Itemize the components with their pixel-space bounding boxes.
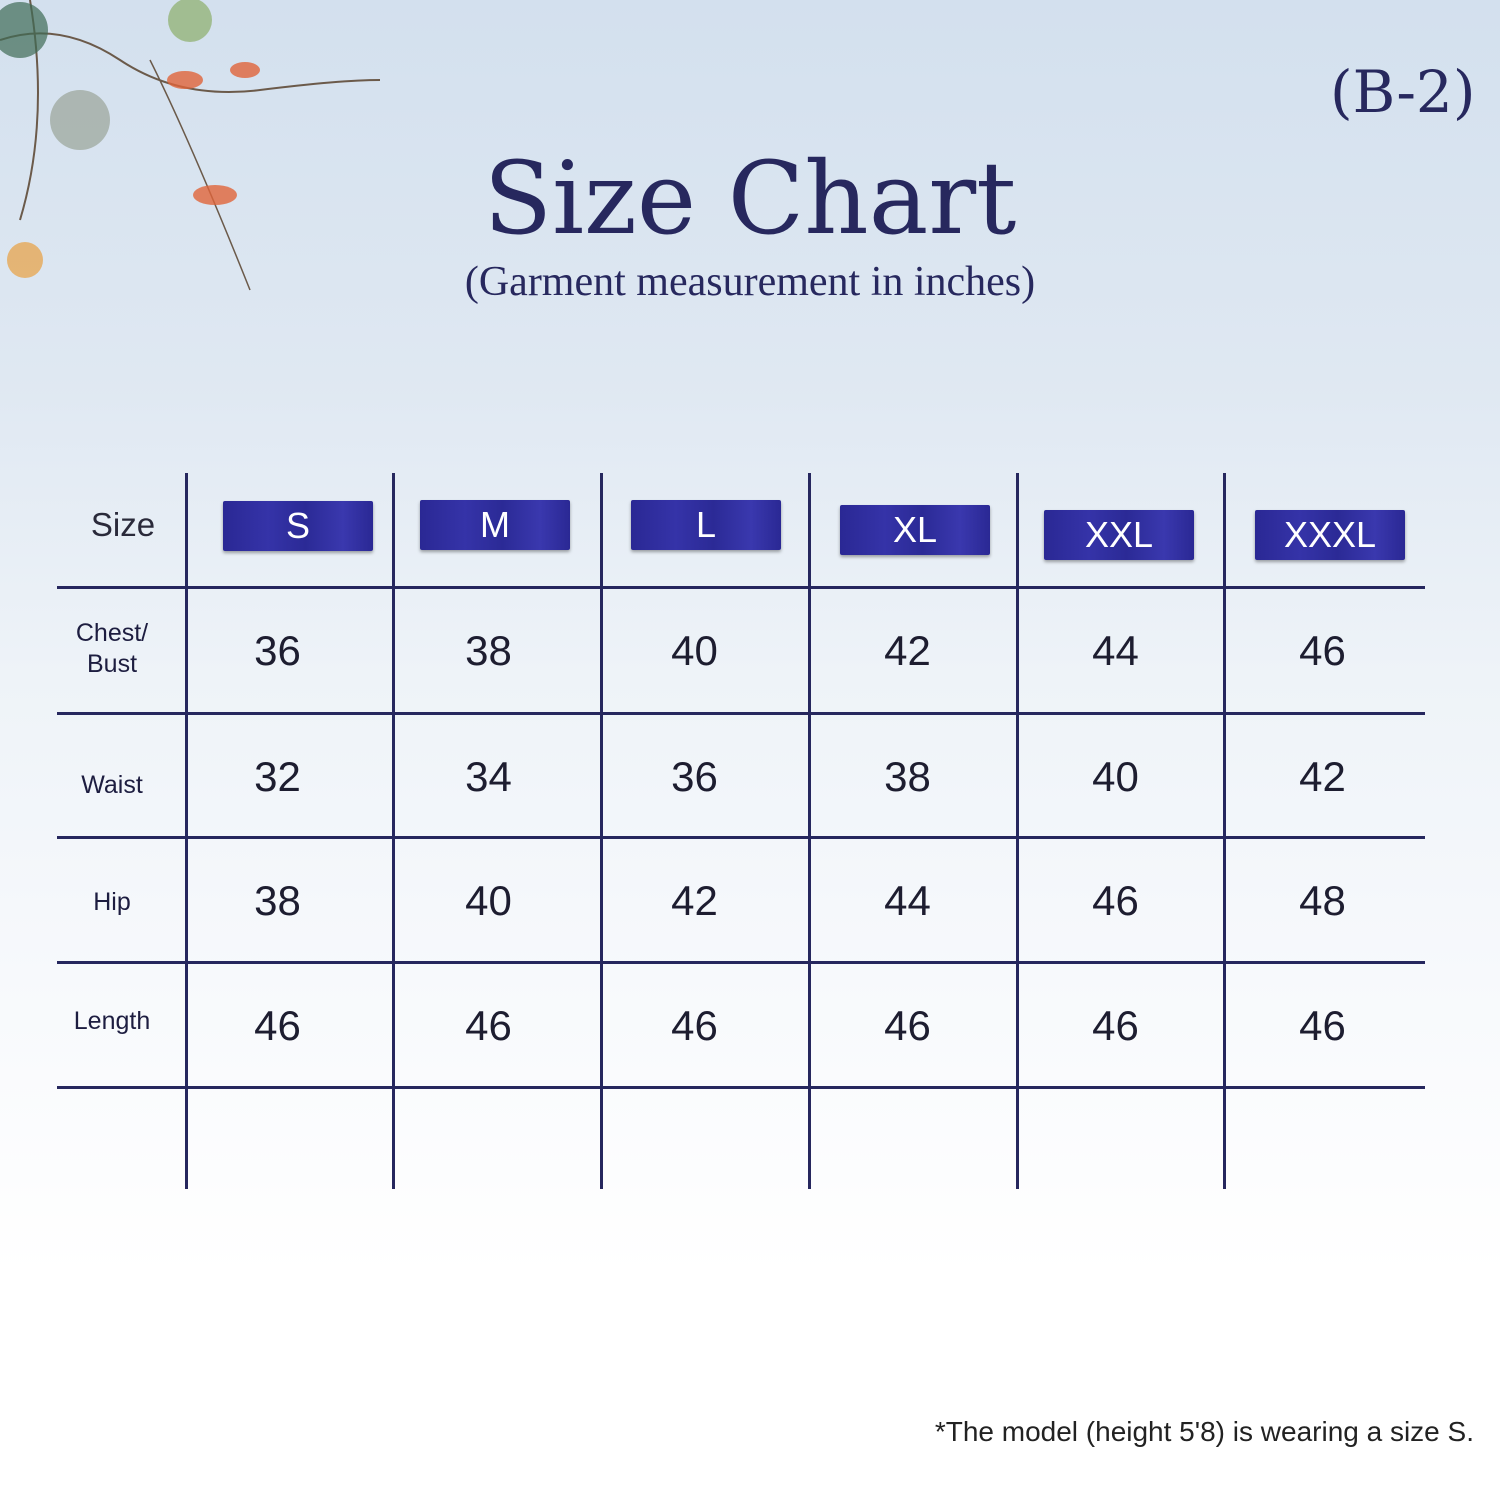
table-cell: 46	[1299, 1002, 1346, 1049]
table-row-divider	[57, 961, 1425, 964]
table-column-divider	[600, 473, 603, 1189]
table-cell: 40	[1092, 753, 1139, 800]
table-cell: 46	[1092, 877, 1139, 924]
size-badge-m: M	[420, 500, 570, 550]
size-badge-xl: XL	[840, 505, 990, 555]
table-cell: 46	[465, 1002, 512, 1049]
table-column-divider	[1016, 473, 1019, 1189]
model-note: *The model (height 5'8) is wearing a siz…	[934, 1416, 1474, 1447]
table-cell: 36	[254, 627, 301, 674]
row-label: Chest/ Bust	[75, 619, 149, 678]
table-column-divider	[185, 473, 188, 1189]
table-row-divider	[57, 712, 1425, 715]
table-cell: 46	[884, 1002, 931, 1049]
product-code: (B-2)	[1330, 58, 1476, 126]
table-cell: 32	[254, 753, 301, 800]
table-cell: 42	[1299, 753, 1346, 800]
size-badge-s: S	[223, 501, 373, 551]
table-cell: 40	[465, 877, 512, 924]
table-cell: 36	[671, 753, 718, 800]
table-row-divider	[57, 836, 1425, 839]
table-column-divider	[1223, 473, 1226, 1189]
size-badge-xxl: XXL	[1044, 510, 1194, 560]
table-cell: 38	[465, 627, 512, 674]
page-subtitle: (Garment measurement in inches)	[464, 259, 1036, 305]
table-cell: 44	[884, 877, 931, 924]
row-label: Hip	[93, 888, 131, 916]
row-label: Waist	[81, 771, 143, 799]
size-badge-xxxl: XXXL	[1255, 510, 1405, 560]
size-badge-l: L	[631, 500, 781, 550]
table-row-divider	[57, 586, 1425, 589]
table-cell: 34	[465, 753, 512, 800]
table-cell: 46	[254, 1002, 301, 1049]
table-cell: 40	[671, 627, 718, 674]
table-cell: 44	[1092, 627, 1139, 674]
floral-decoration	[0, 0, 381, 291]
table-cell: 46	[1299, 627, 1346, 674]
page-title: Size Chart	[483, 140, 1017, 257]
table-cell: 48	[1299, 877, 1346, 924]
table-column-divider	[392, 473, 395, 1189]
table-cell: 46	[671, 1002, 718, 1049]
table-column-divider	[808, 473, 811, 1189]
size-header: Size	[90, 506, 156, 543]
row-label: Length	[73, 1007, 151, 1035]
table-row-divider	[57, 1086, 1425, 1089]
table-cell: 42	[671, 877, 718, 924]
table-cell: 38	[884, 753, 931, 800]
table-cell: 42	[884, 627, 931, 674]
table-cell: 46	[1092, 1002, 1139, 1049]
table-cell: 38	[254, 877, 301, 924]
